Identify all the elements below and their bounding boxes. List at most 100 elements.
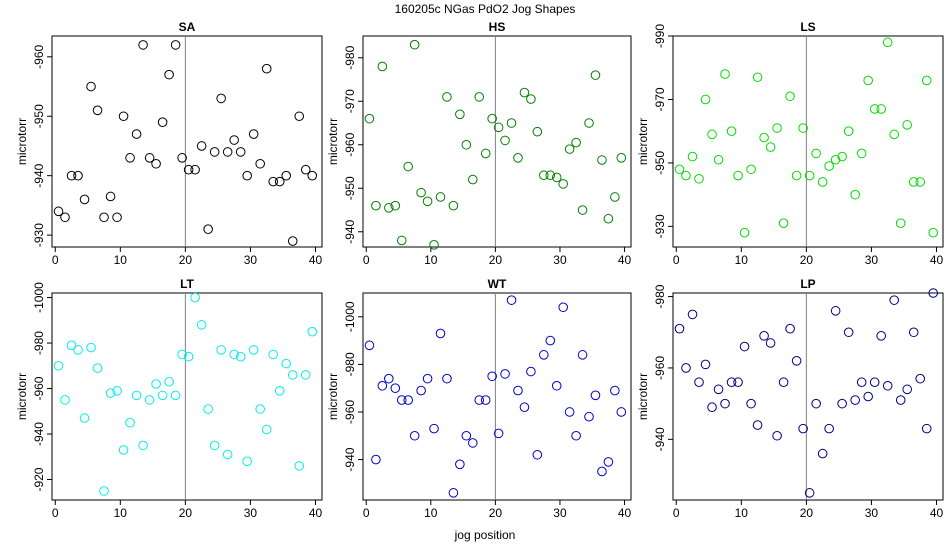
wt-data-point: [461, 430, 472, 441]
lp-xtick-label: 40: [930, 506, 944, 520]
wt-ytick-label: -960: [343, 400, 357, 424]
sa-data-point: [281, 170, 292, 181]
ls-data-point: [700, 94, 711, 105]
hs-data-point: [390, 200, 401, 211]
wt-ytick-label: -980: [343, 352, 357, 376]
lt-data-point: [138, 440, 148, 451]
wt-xtick-label: 0: [363, 506, 370, 520]
hs-data-point: [377, 61, 388, 72]
lp-data-point: [863, 391, 873, 402]
lt-data-point: [60, 395, 70, 405]
lt-data-point: [86, 342, 96, 353]
sa-data-point: [255, 158, 265, 169]
lp-ylabel: microtorr: [636, 373, 650, 420]
hs-data-point: [551, 172, 562, 183]
wt-data-point: [526, 366, 536, 377]
lt-xtick-label: 0: [52, 506, 59, 520]
lt-data-point: [66, 340, 77, 351]
ls-data-point: [843, 126, 854, 136]
lp-data-point: [856, 377, 867, 388]
sa-xtick-label: 10: [114, 253, 128, 267]
hs-data-point: [396, 235, 407, 246]
lp-data-point: [843, 327, 854, 338]
lt-data-point: [216, 345, 226, 355]
lp-data-point: [817, 448, 828, 459]
lp-xtick-label: 20: [800, 506, 814, 520]
ls-title: LS: [800, 20, 815, 34]
lp-data-point: [908, 327, 919, 338]
lt-data-point: [53, 360, 64, 371]
ls-data-point: [687, 151, 698, 162]
hs-data-point: [467, 174, 478, 185]
lt-data-point: [92, 363, 103, 373]
lt-data-point: [242, 456, 252, 467]
lt-data-point: [203, 404, 213, 414]
lt-ylabel: microtorr: [15, 373, 29, 420]
lt-data-point: [235, 351, 246, 362]
wt-xtick-label: 20: [489, 506, 503, 520]
sa-ytick-label: -940: [32, 163, 46, 187]
lp-data-point: [882, 380, 893, 391]
lt-data-point: [157, 390, 168, 401]
hs-data-point: [532, 126, 543, 137]
sa-title: SA: [179, 20, 196, 34]
sa-data-point: [138, 40, 148, 50]
ls-data-point: [895, 218, 906, 229]
hs-ytick-label: -980: [343, 45, 357, 69]
sa-ytick-label: -930: [32, 223, 46, 247]
wt-data-point: [500, 369, 510, 379]
wt-data-point: [487, 371, 497, 382]
wt-data-point: [610, 385, 620, 396]
lt-xtick-label: 10: [114, 506, 128, 520]
hs-data-point: [416, 187, 426, 198]
lp-data-point: [694, 377, 704, 388]
sa-data-point: [144, 153, 155, 163]
wt-xtick-label: 40: [618, 506, 632, 520]
sa-plot-frame: [51, 35, 323, 248]
subplot-ls: LS microtorr 0 10 20 30 40 -930 -950 -970 -990: [636, 20, 944, 267]
wt-data-point: [377, 380, 388, 391]
hs-xtick-label: 0: [363, 253, 370, 267]
hs-xtick-label: 30: [553, 253, 567, 267]
lp-ytick-label: -980: [653, 284, 667, 308]
hs-data-point: [597, 155, 607, 165]
lp-data-point: [759, 331, 769, 341]
ls-ytick-label: -990: [653, 24, 667, 48]
hs-data-point: [616, 153, 627, 163]
sa-data-point: [190, 164, 200, 175]
sa-data-point: [261, 63, 272, 74]
lt-data-point: [196, 320, 207, 330]
lp-data-point: [798, 423, 808, 434]
wt-data-point: [384, 373, 394, 384]
hs-data-point: [577, 205, 588, 215]
lp-data-point: [720, 398, 730, 409]
hs-data-point: [526, 94, 536, 104]
wt-data-point: [396, 395, 407, 405]
lp-data-point: [791, 356, 802, 366]
lt-ytick-label: -960: [32, 376, 46, 400]
lt-data-point: [112, 386, 122, 396]
lp-data-point: [928, 288, 939, 298]
lp-data-point: [746, 398, 756, 409]
lp-data-point: [889, 295, 900, 305]
subplot-hs: HS microtorr 0 10 20 30 40 -940 -950 -960 -970 -980: [326, 20, 632, 267]
lp-ytick-label: -960: [653, 356, 667, 380]
sa-data-point: [118, 111, 129, 122]
sa-data-point: [151, 158, 161, 169]
lt-data-point: [125, 417, 135, 428]
lt-data-point: [222, 449, 233, 460]
ls-data-point: [746, 164, 756, 175]
ls-data-point: [759, 132, 769, 143]
hs-data-point: [603, 213, 614, 224]
sa-data-point: [131, 129, 142, 139]
lp-data-point: [902, 384, 913, 395]
lt-xtick-label: 20: [179, 506, 193, 520]
hs-data-point: [500, 135, 510, 146]
sa-data-point: [53, 206, 64, 217]
hs-xtick-label: 10: [424, 253, 438, 267]
lp-title: LP: [800, 277, 815, 291]
ls-data-point: [837, 151, 847, 162]
lp-data-point: [876, 331, 886, 341]
lp-data-point: [824, 423, 834, 434]
